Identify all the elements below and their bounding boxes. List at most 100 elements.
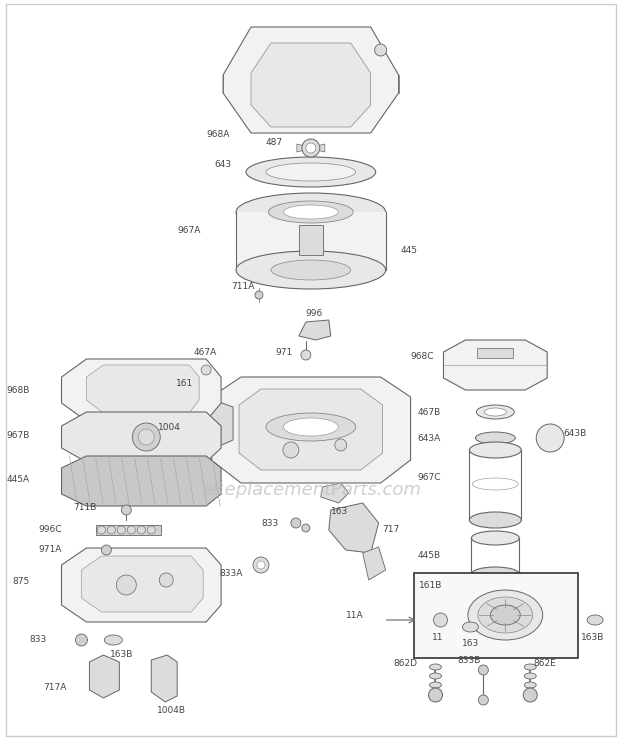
Circle shape [122,505,131,515]
Text: 862E: 862E [533,659,556,667]
Polygon shape [443,340,547,390]
Circle shape [137,526,145,534]
Circle shape [479,695,489,705]
Ellipse shape [236,193,386,231]
Circle shape [127,526,135,534]
Text: 968B: 968B [6,386,30,394]
Ellipse shape [283,205,339,219]
Circle shape [159,573,173,587]
Text: 967A: 967A [178,226,201,235]
Polygon shape [97,525,161,535]
Polygon shape [363,547,386,580]
Text: 967B: 967B [6,431,30,440]
Circle shape [302,139,320,157]
Text: 833A: 833A [219,569,243,578]
Circle shape [117,526,125,534]
Circle shape [306,143,316,153]
Ellipse shape [268,201,353,223]
Polygon shape [151,655,177,702]
Circle shape [257,561,265,569]
Text: 487: 487 [266,138,283,147]
Text: 161: 161 [176,378,193,388]
Circle shape [428,688,443,702]
Ellipse shape [463,622,479,632]
Text: 445B: 445B [417,551,440,560]
Text: 711B: 711B [73,502,97,511]
Text: 996C: 996C [38,525,61,534]
Circle shape [148,526,155,534]
Circle shape [76,634,87,646]
Circle shape [132,423,160,451]
Circle shape [301,350,311,360]
Polygon shape [317,144,325,152]
Ellipse shape [468,590,542,640]
Ellipse shape [478,597,533,633]
Text: 11A: 11A [346,610,364,619]
Ellipse shape [476,405,514,419]
Text: 1004B: 1004B [157,706,186,715]
Ellipse shape [283,418,339,436]
Ellipse shape [484,408,507,416]
Text: 833: 833 [262,519,279,528]
Text: 163B: 163B [110,650,133,659]
Text: 875: 875 [12,577,30,587]
Text: 971A: 971A [38,545,61,554]
Ellipse shape [490,605,520,625]
Ellipse shape [471,531,520,545]
Ellipse shape [266,413,356,441]
Ellipse shape [266,163,356,181]
Polygon shape [81,556,203,612]
Ellipse shape [587,615,603,625]
Circle shape [102,545,112,555]
Text: 445: 445 [401,246,418,255]
Text: 717A: 717A [43,684,66,693]
Bar [477,348,513,358]
Text: 643B: 643B [563,428,587,437]
Text: 968A: 968A [206,130,229,139]
Text: 717: 717 [383,525,400,534]
Text: 163: 163 [331,507,348,516]
Polygon shape [223,27,399,133]
Text: 862D: 862D [394,659,417,667]
Circle shape [201,365,211,375]
Circle shape [523,688,537,702]
Text: 467A: 467A [193,348,216,357]
Text: 643: 643 [214,160,231,169]
Ellipse shape [525,673,536,679]
Text: 1004: 1004 [158,423,181,431]
Ellipse shape [471,567,520,581]
Polygon shape [239,389,383,470]
Text: 445A: 445A [6,474,30,483]
Ellipse shape [525,682,536,688]
Text: 968C: 968C [410,352,433,360]
Polygon shape [299,320,331,340]
Circle shape [97,526,105,534]
Circle shape [302,524,310,532]
Polygon shape [61,548,221,622]
Ellipse shape [469,512,521,528]
Ellipse shape [236,251,386,289]
Polygon shape [251,43,371,127]
Circle shape [283,442,299,458]
Polygon shape [321,483,348,503]
Ellipse shape [469,442,521,458]
Text: 996: 996 [306,309,323,318]
Ellipse shape [104,635,122,645]
Polygon shape [61,359,221,421]
Circle shape [536,424,564,452]
Circle shape [291,518,301,528]
Text: 833B: 833B [457,656,480,665]
Polygon shape [86,365,199,413]
Ellipse shape [430,673,441,679]
Polygon shape [211,377,410,483]
Circle shape [107,526,115,534]
Ellipse shape [525,664,536,670]
Bar [299,225,323,255]
Polygon shape [61,412,221,462]
Text: eReplacementParts.com: eReplacementParts.com [201,481,421,499]
Circle shape [479,665,489,675]
Circle shape [374,44,387,56]
Text: 467B: 467B [417,408,440,417]
Text: 711A: 711A [231,282,254,291]
Text: 971: 971 [276,348,293,357]
